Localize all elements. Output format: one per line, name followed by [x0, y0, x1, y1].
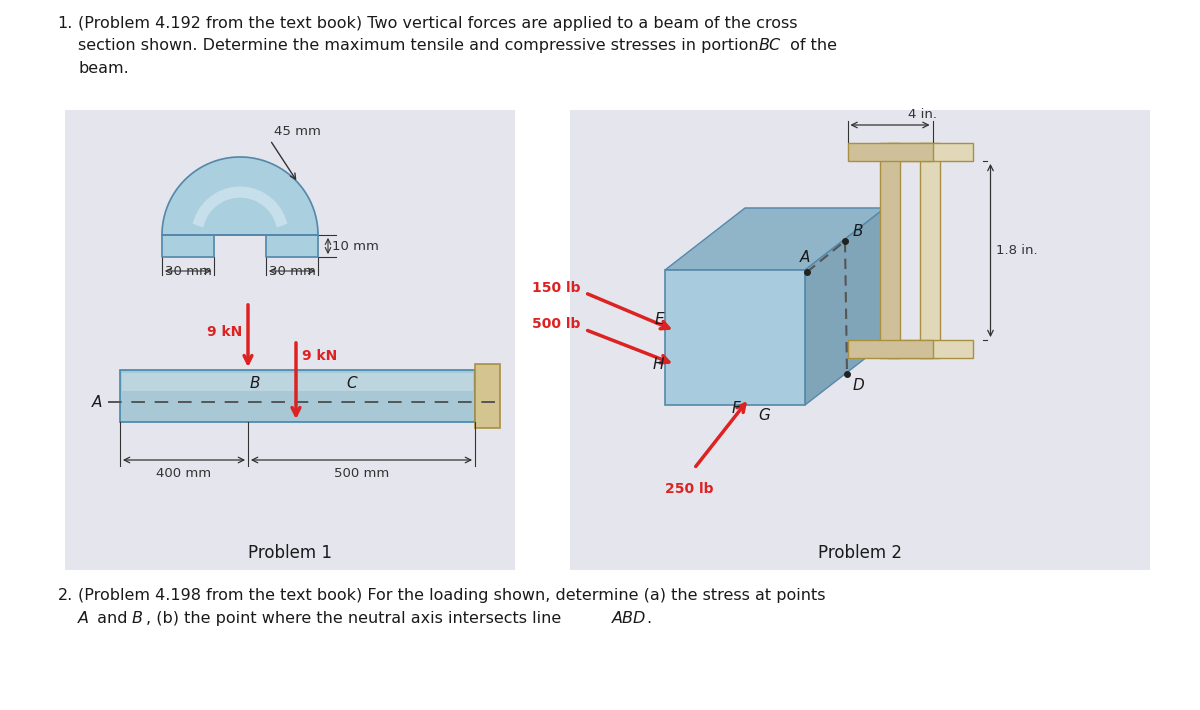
Text: , (b) the point where the neutral axis intersects line: , (b) the point where the neutral axis i… [146, 611, 566, 626]
Bar [120, 370, 475, 422]
Text: 45 mm: 45 mm [274, 125, 320, 138]
Text: C: C [346, 376, 356, 391]
Polygon shape [745, 208, 886, 343]
Bar [65, 110, 515, 570]
Polygon shape [665, 270, 805, 405]
Text: 400 mm: 400 mm [156, 467, 211, 480]
Text: 30 mm: 30 mm [164, 265, 211, 278]
Text: A: A [91, 395, 102, 410]
Text: H: H [653, 357, 664, 372]
Bar [475, 364, 500, 428]
Bar [888, 143, 972, 161]
Text: A: A [800, 250, 810, 265]
Text: 500 lb: 500 lb [532, 317, 580, 332]
Bar [847, 143, 932, 161]
Polygon shape [162, 157, 318, 257]
Text: B: B [250, 376, 260, 391]
Text: D: D [853, 378, 865, 393]
Text: 500 mm: 500 mm [334, 467, 389, 480]
Text: 10 mm: 10 mm [332, 239, 379, 253]
Text: 1.: 1. [58, 16, 73, 31]
Text: A: A [78, 611, 89, 626]
Text: G: G [758, 408, 770, 422]
Text: 30 mm: 30 mm [269, 265, 316, 278]
Text: 2.: 2. [58, 588, 73, 603]
Polygon shape [665, 208, 886, 270]
Bar [880, 143, 900, 358]
Bar [920, 143, 940, 358]
Text: E: E [654, 312, 664, 327]
Bar [888, 340, 972, 358]
Text: (Problem 4.198 from the text book) For the loading shown, determine (a) the stre: (Problem 4.198 from the text book) For t… [78, 588, 826, 603]
Text: section shown. Determine the maximum tensile and compressive stresses in portion: section shown. Determine the maximum ten… [78, 38, 763, 53]
Text: 1.8 in.: 1.8 in. [996, 244, 1037, 257]
Text: .: . [647, 611, 652, 626]
Text: Problem 1: Problem 1 [248, 544, 332, 562]
Text: 250 lb: 250 lb [665, 481, 713, 496]
Bar [122, 373, 473, 391]
Text: beam.: beam. [78, 61, 128, 76]
Text: B: B [853, 224, 864, 239]
Text: 150 lb: 150 lb [532, 280, 580, 295]
Text: 9 kN: 9 kN [206, 325, 242, 339]
Text: F: F [732, 401, 740, 416]
Bar [847, 340, 932, 358]
Text: Problem 2: Problem 2 [818, 544, 902, 562]
Text: ABD: ABD [612, 611, 646, 626]
Text: and: and [91, 611, 132, 626]
Text: 4 in.: 4 in. [908, 108, 937, 121]
Text: B: B [132, 611, 143, 626]
Text: (Problem 4.192 from the text book) Two vertical forces are applied to a beam of : (Problem 4.192 from the text book) Two v… [78, 16, 798, 31]
Text: BC: BC [758, 38, 780, 53]
Bar [570, 110, 1150, 570]
Polygon shape [805, 208, 886, 405]
Text: 9 kN: 9 kN [302, 349, 337, 363]
Text: of the: of the [785, 38, 836, 53]
